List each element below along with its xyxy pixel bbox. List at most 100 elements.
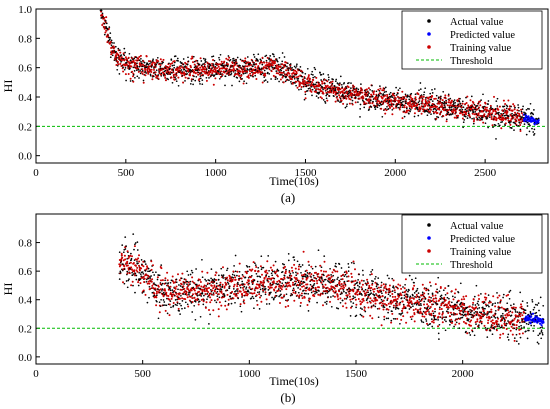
panel-b-actual-point bbox=[162, 291, 165, 294]
panel-a-actual-point bbox=[418, 110, 421, 112]
panel-b-actual-point bbox=[293, 256, 295, 258]
panel-b-actual-point bbox=[212, 292, 215, 294]
panel-b-training-point bbox=[433, 300, 436, 303]
panel-b-actual-point bbox=[283, 263, 285, 266]
panel-a-actual-point bbox=[405, 102, 407, 105]
panel-b-training-point bbox=[330, 287, 333, 290]
panel-a-training-point bbox=[204, 66, 207, 69]
panel-a-plot-frame bbox=[35, 8, 549, 164]
panel-a-actual-point bbox=[123, 54, 126, 57]
panel-b-training-point bbox=[363, 309, 366, 312]
panel-b-actual-point bbox=[258, 291, 261, 293]
panel-b-training-point bbox=[431, 310, 434, 313]
panel-b-training-point bbox=[362, 297, 365, 300]
panel-b-training-point bbox=[131, 255, 133, 258]
panel-b-training-point bbox=[458, 307, 461, 310]
panel-a-training-point bbox=[308, 77, 311, 80]
panel-a-actual-point bbox=[186, 73, 188, 75]
panel-b-actual-point bbox=[276, 268, 279, 271]
panel-b-training-point bbox=[295, 280, 298, 283]
panel-a-actual-point bbox=[108, 38, 111, 41]
panel-b-actual-point bbox=[302, 275, 305, 278]
panel-b-actual-point bbox=[431, 293, 434, 296]
panel-b-training-point bbox=[318, 277, 321, 280]
panel-b-training-point bbox=[329, 288, 332, 291]
panel-b-actual-point bbox=[352, 302, 355, 304]
panel-b-training-point bbox=[338, 283, 341, 286]
panel-b-actual-point bbox=[358, 273, 360, 276]
panel-a-training-point bbox=[189, 74, 191, 77]
panel-a-actual-point bbox=[139, 72, 142, 75]
panel-b-training-point bbox=[232, 285, 235, 288]
panel-a-actual-point bbox=[442, 90, 445, 93]
panel-a-actual-point bbox=[504, 124, 506, 127]
panel-a-actual-point bbox=[259, 58, 262, 61]
panel-a-training-point bbox=[498, 105, 501, 108]
panel-a-actual-point bbox=[477, 118, 479, 121]
panel-a-training-point bbox=[384, 98, 387, 100]
panel-b-training-point bbox=[366, 301, 369, 304]
panel-b-actual-point bbox=[178, 302, 181, 305]
panel-a-actual-point bbox=[363, 106, 366, 109]
panel-a-actual-point bbox=[529, 102, 532, 105]
panel-a-actual-point bbox=[384, 86, 387, 89]
panel-a-actual-point bbox=[515, 124, 518, 127]
panel-a-training-point bbox=[447, 109, 450, 112]
panel-b-training-point bbox=[155, 290, 158, 293]
panel-b-training-point bbox=[382, 308, 385, 311]
panel-b-actual-point bbox=[125, 280, 128, 282]
panel-b-actual-point bbox=[359, 313, 362, 316]
panel-a-actual-point bbox=[518, 109, 520, 112]
panel-b-training-point bbox=[143, 281, 146, 283]
panel-a-actual-point bbox=[272, 53, 275, 56]
panel-b-actual-point bbox=[332, 274, 335, 277]
panel-b-training-point bbox=[403, 287, 406, 290]
panel-b-actual-point bbox=[314, 290, 316, 293]
panel-b-y-tick-label: 0.0 bbox=[18, 352, 32, 364]
panel-b-actual-point bbox=[392, 317, 395, 320]
panel-a-actual-point bbox=[304, 72, 307, 75]
panel-a-actual-point bbox=[236, 77, 239, 79]
panel-b-training-point bbox=[270, 286, 273, 289]
panel-b-actual-point bbox=[259, 276, 262, 278]
panel-b-training-point bbox=[179, 288, 182, 291]
panel-a-training-point bbox=[197, 73, 200, 76]
panel-a-training-point bbox=[355, 90, 358, 93]
panel-b-training-point bbox=[367, 295, 370, 298]
panel-b-training-point bbox=[299, 282, 302, 285]
panel-b-training-point bbox=[344, 302, 347, 305]
panel-b-training-point bbox=[155, 292, 158, 295]
panel-a-actual-point bbox=[172, 68, 174, 71]
panel-a-actual-point bbox=[192, 55, 195, 58]
panel-a-training-point bbox=[153, 68, 155, 71]
panel-a-training-point bbox=[393, 94, 396, 97]
panel-b-actual-point bbox=[439, 298, 442, 301]
panel-a-actual-point bbox=[129, 67, 131, 70]
panel-b-actual-point bbox=[360, 314, 363, 317]
panel-b-actual-point bbox=[160, 284, 163, 286]
panel-a-actual-point bbox=[314, 75, 316, 78]
panel-b-training-point bbox=[193, 296, 196, 299]
panel-b-training-point bbox=[342, 285, 345, 287]
panel-a-actual-point bbox=[378, 104, 381, 107]
panel-a-training-point bbox=[271, 64, 274, 67]
panel-a-training-point bbox=[358, 97, 361, 100]
panel-b-training-point bbox=[199, 278, 201, 281]
panel-a-actual-point bbox=[118, 73, 121, 75]
panel-a-training-point bbox=[228, 56, 231, 59]
panel-a-actual-point bbox=[266, 81, 269, 83]
panel-a-training-point bbox=[231, 62, 234, 65]
panel-b-training-point bbox=[404, 278, 407, 281]
panel-a-training-point bbox=[129, 77, 132, 80]
panel-b-actual-point bbox=[374, 305, 377, 308]
panel-b-actual-point bbox=[337, 276, 339, 279]
panel-a-training-point bbox=[295, 76, 298, 79]
panel-a-actual-point bbox=[480, 99, 482, 101]
panel-a-actual-point bbox=[457, 103, 460, 106]
panel-b-training-point bbox=[320, 292, 322, 295]
panel-a-actual-point bbox=[261, 63, 264, 66]
panel-b-training-point bbox=[336, 295, 339, 298]
panel-b-training-point bbox=[440, 308, 443, 310]
panel-b-actual-point bbox=[340, 267, 343, 269]
panel-b-training-point bbox=[137, 257, 140, 260]
